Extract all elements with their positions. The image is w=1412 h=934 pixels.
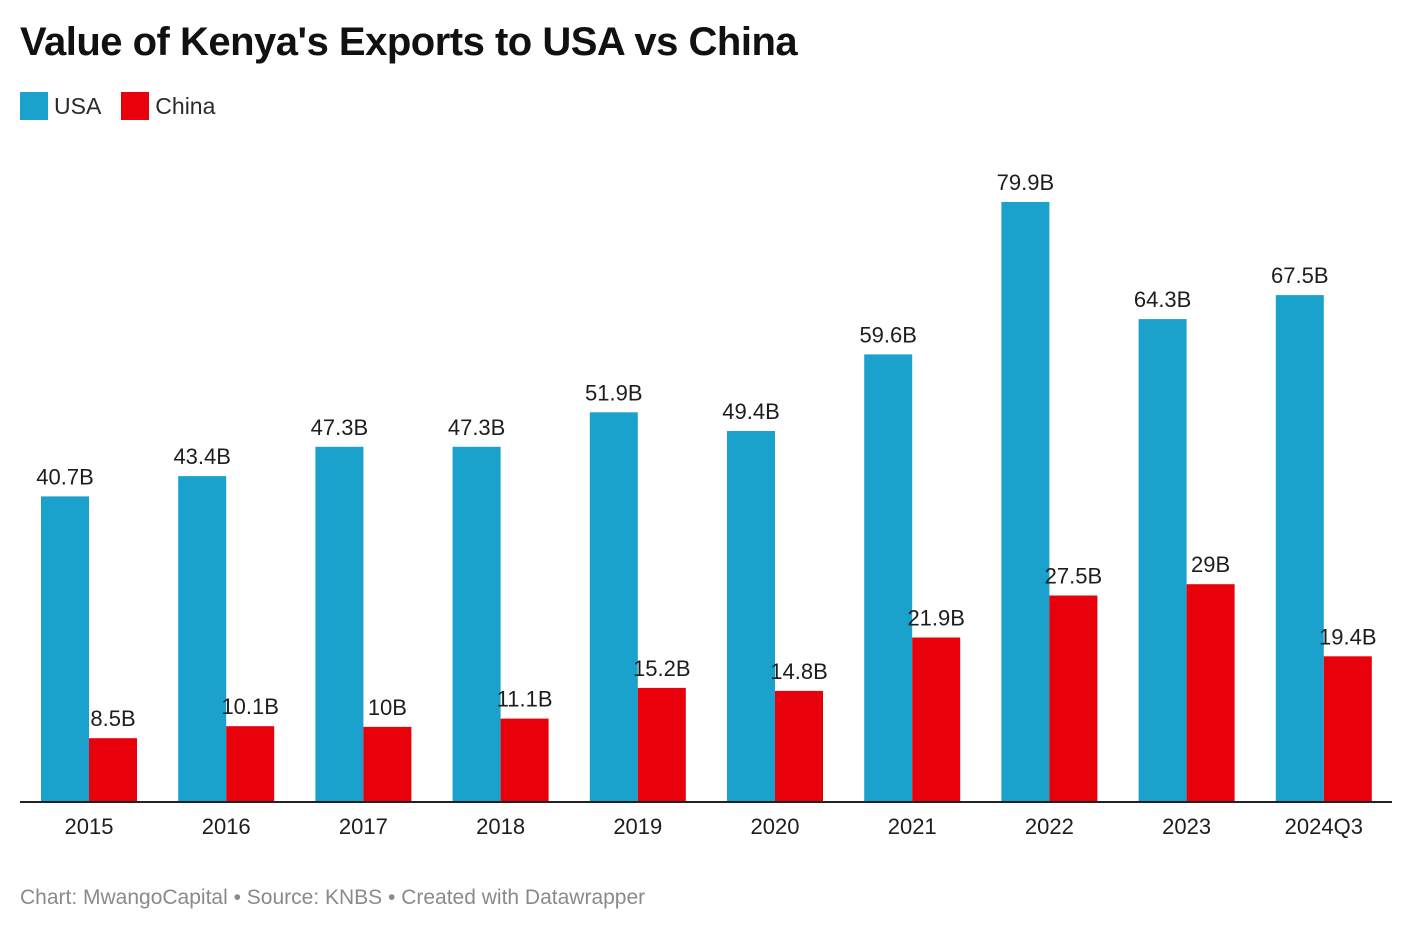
bar-usa-2017	[315, 446, 364, 802]
x-tick-label-2018: 2018	[476, 814, 525, 839]
x-tick-label-2015: 2015	[65, 814, 114, 839]
x-tick-label-2017: 2017	[339, 814, 388, 839]
value-label-china-2015: 8.5B	[90, 706, 135, 731]
x-tick-label-2022: 2022	[1025, 814, 1074, 839]
value-label-china-2019: 15.2B	[633, 656, 691, 681]
chart-footer: Chart: MwangoCapital • Source: KNBS • Cr…	[20, 886, 646, 909]
x-tick-label-2020: 2020	[751, 814, 800, 839]
bar-usa-2021	[864, 354, 913, 802]
bar-china-2018	[500, 718, 549, 802]
value-label-usa-2019: 51.9B	[585, 380, 643, 405]
value-label-usa-2024q3: 67.5B	[1271, 263, 1329, 288]
value-label-usa-2016: 43.4B	[173, 444, 231, 469]
bar-usa-2016	[178, 476, 227, 802]
bar-china-2023	[1186, 584, 1235, 802]
value-label-china-2022: 27.5B	[1045, 564, 1103, 589]
value-label-china-2016: 10.1B	[221, 694, 279, 719]
legend: USA China	[20, 92, 235, 120]
value-label-usa-2015: 40.7B	[36, 464, 94, 489]
x-tick-label-2023: 2023	[1162, 814, 1211, 839]
value-label-usa-2017: 47.3B	[311, 415, 369, 440]
chart-title: Value of Kenya's Exports to USA vs China	[20, 20, 798, 64]
value-label-usa-2023: 64.3B	[1134, 287, 1192, 312]
bar-chart: 40.7B 8.5B 2015 43.4B 10.1B 2016 47.3B 10B 2017 4…	[20, 170, 1392, 839]
bar-china-2022	[1049, 595, 1098, 802]
value-label-china-2018: 11.1B	[497, 687, 553, 712]
legend-item-china: China	[121, 92, 215, 120]
bar-china-2019	[637, 687, 686, 802]
bar-usa-2023	[1138, 319, 1187, 802]
legend-swatch-china	[121, 92, 150, 120]
bar-china-2016	[226, 726, 275, 802]
value-label-china-2017: 10B	[368, 695, 407, 720]
bar-usa-2018	[452, 446, 501, 802]
bar-usa-2022	[1001, 202, 1050, 802]
bar-china-2020	[775, 690, 823, 802]
legend-swatch-usa	[20, 92, 48, 120]
legend-item-usa: USA	[20, 92, 101, 120]
value-label-usa-2018: 47.3B	[448, 415, 506, 440]
value-label-china-2023: 29B	[1191, 552, 1230, 577]
value-label-china-2021: 21.9B	[907, 606, 965, 631]
legend-label-china: China	[155, 92, 216, 119]
x-tick-label-2021: 2021	[888, 814, 937, 839]
bar-china-2015	[89, 738, 137, 802]
x-tick-label-2019: 2019	[613, 814, 662, 839]
value-label-china-2024q3: 19.4B	[1319, 624, 1377, 649]
bar-china-2021	[912, 637, 961, 802]
value-label-usa-2020: 49.4B	[722, 399, 780, 424]
x-tick-label-2016: 2016	[202, 814, 251, 839]
value-label-usa-2022: 79.9B	[997, 170, 1055, 195]
bar-usa-2020	[727, 431, 775, 802]
legend-label-usa: USA	[54, 92, 102, 119]
bar-usa-2019	[589, 412, 638, 802]
value-label-china-2020: 14.8B	[770, 659, 828, 684]
x-tick-label-2024q3: 2024Q3	[1285, 814, 1363, 839]
bar-usa-2024q3	[1275, 295, 1324, 802]
bar-usa-2015	[41, 496, 89, 802]
bar-china-2017	[363, 726, 412, 802]
value-label-usa-2021: 59.6B	[859, 322, 917, 347]
bar-china-2024q3	[1323, 656, 1372, 802]
